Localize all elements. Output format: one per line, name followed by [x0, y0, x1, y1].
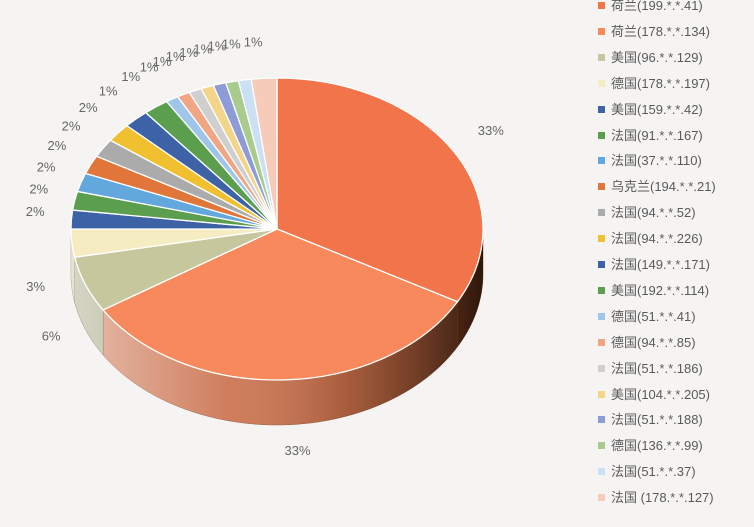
svg-text:1%: 1%	[244, 35, 263, 50]
svg-text:1%: 1%	[222, 36, 241, 51]
svg-text:33%: 33%	[478, 123, 504, 138]
svg-text:2%: 2%	[48, 138, 67, 153]
svg-text:2%: 2%	[37, 159, 56, 174]
svg-text:1%: 1%	[121, 69, 140, 84]
svg-text:2%: 2%	[29, 181, 48, 196]
svg-text:6%: 6%	[42, 329, 61, 344]
svg-text:2%: 2%	[62, 118, 81, 133]
svg-text:1%: 1%	[99, 83, 118, 98]
svg-text:3%: 3%	[26, 279, 45, 294]
svg-text:2%: 2%	[79, 100, 98, 115]
svg-text:2%: 2%	[26, 204, 45, 219]
svg-text:33%: 33%	[285, 443, 311, 458]
